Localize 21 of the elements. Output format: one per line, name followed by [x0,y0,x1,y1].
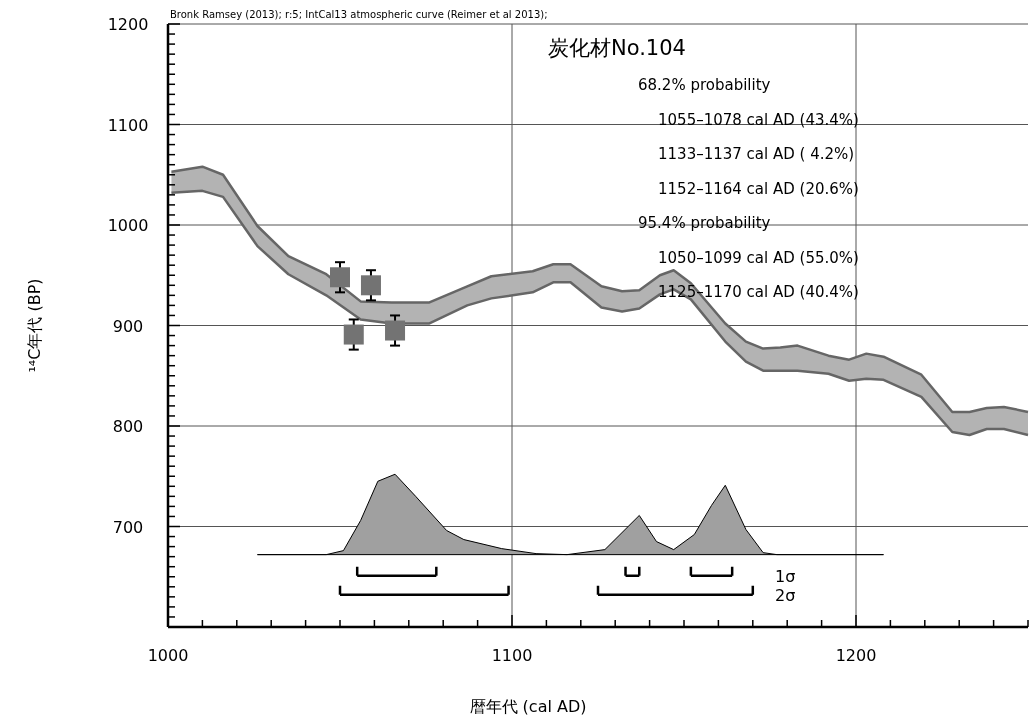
y-tick-label: 1100 [107,115,149,135]
annotation: 1050–1099 cal AD (55.0%) [658,248,859,267]
y-tick-label: 900 [112,316,144,336]
x-tick-label: 1000 [147,646,189,665]
legend-label: 2σ [775,585,796,605]
annotation: 1152–1164 cal AD (20.6%) [658,179,859,198]
annotation: 68.2% probability [638,76,771,94]
annotation: 1133–1137 cal AD ( 4.2%) [658,145,855,163]
x-axis-title: 暦年代 (cal AD) [469,697,587,716]
x-tick-label: 1100 [491,646,533,665]
y-tick-label: 1000 [107,216,149,235]
annotation: 1055–1078 cal AD (43.4%) [658,110,859,129]
text: 炭化材No.104 [548,36,686,60]
text: Bronk Ramsey (2013); r:5; IntCal13 atmospheric curve (Reimer et al 2013); [170,9,548,20]
y-tick-label: 800 [112,417,144,436]
y-tick-label: 1200 [107,15,149,34]
text: 1σ [775,566,796,586]
y-axis-title: ¹⁴C年代 (BP) [25,278,44,373]
x-tick-label: 1200 [835,646,877,665]
annotation: 95.4% probability [638,214,771,232]
y-tick-label: 700 [112,517,144,537]
